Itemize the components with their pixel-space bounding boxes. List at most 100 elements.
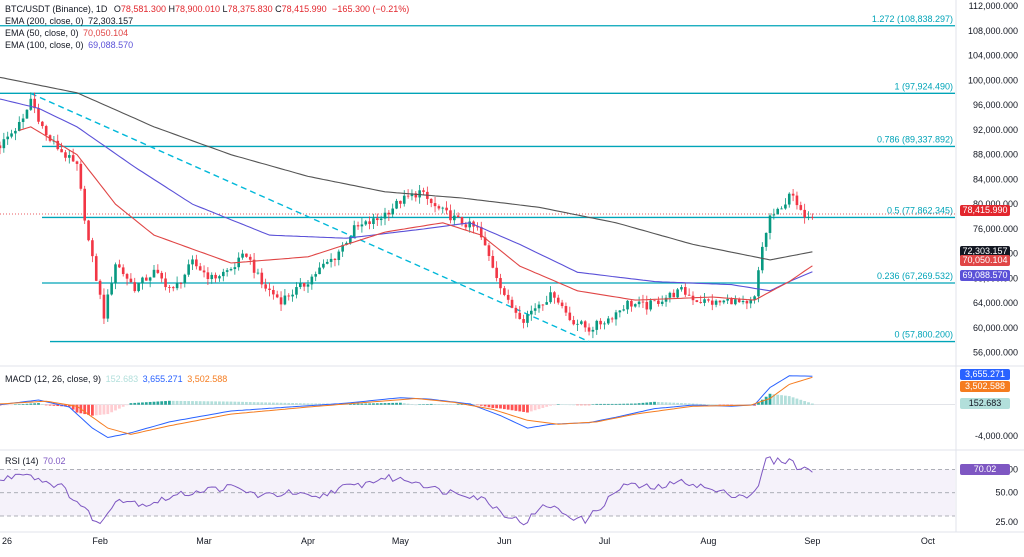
low-value: 78,375.830 [227,4,273,14]
macd-histogram-bar [807,402,810,405]
candle-body [687,294,691,296]
fibonacci-layer[interactable]: 1.272 (108,838.297) 1 (97,924.490) 0.786 (… [0,14,955,343]
price-tick-label: 100,000.000 [968,75,1018,85]
macd-histogram-bar [502,404,506,410]
candle-body [603,323,606,325]
ema200-price-tag: 72,303.157 [960,246,1010,258]
macd-histogram-bar [387,402,391,405]
macd-histogram-tag: 152.683 [960,398,1010,409]
change-value: −165.300 (−0.21%) [332,4,410,14]
candle-body [295,287,298,295]
trendline-layer[interactable] [30,92,590,343]
symbol-title: BTC/USDT (Binance), 1D [5,4,108,14]
candle-body [672,292,676,298]
candle-body [268,288,271,290]
macd-histogram-bar [772,394,776,405]
fib-level-label: 0 (57,800.200) [894,330,953,340]
candle-body [183,274,187,284]
macd-histogram-bar [106,404,110,415]
ema100-legend[interactable]: EMA (100, close, 0) 69,088.570 [5,40,133,51]
macd-histogram-bar [587,404,591,406]
time-tick-label: Sep [804,536,820,546]
candle-body [175,283,179,289]
macd-histogram-bar [245,401,248,405]
macd-histogram-bar [626,403,629,405]
rsi-legend[interactable]: RSI (14) 70.02 [5,456,66,467]
candle-body [337,251,341,261]
macd-histogram-bar [372,403,375,405]
macd-histogram-bar [14,404,17,406]
candle-body [37,108,40,122]
candle-body [610,318,614,320]
macd-histogram-bar [291,403,294,405]
rsi-tick-label: 25.00 [995,517,1018,527]
high-value: 78,900.010 [174,4,221,14]
candle-body [476,226,479,228]
time-tick-label: Feb [92,536,108,546]
price-tick-label: 60,000.000 [973,323,1018,333]
candle-body [260,272,264,285]
candle-body [811,217,814,218]
macd-histogram-bar [391,402,395,405]
macd-histogram-bar [499,404,502,409]
macd-histogram-bar [541,404,545,408]
candle-body [91,240,94,257]
candle-body [318,267,321,275]
macd-histogram-bar [310,403,314,405]
macd-histogram-bar [637,403,641,405]
candle-body [195,259,198,267]
macd-histogram-bar [452,404,456,405]
candle-body [14,130,17,134]
candle-body [264,284,267,289]
ema200-legend[interactable]: EMA (200, close, 0) 72,303.157 [5,16,133,27]
candle-body [422,190,425,192]
macd-histogram-bar [653,401,656,405]
candle-body [360,224,364,227]
macd-histogram-bar [168,400,171,405]
symbol-legend[interactable]: BTC/USDT (Binance), 1D O78,581.300 H78,9… [5,4,409,15]
price-tick-label: 76,000.000 [973,224,1018,234]
macd-signal-line [0,376,813,435]
candle-body [737,299,741,303]
macd-histogram-bar [418,404,422,406]
price-tick-label: 56,000.000 [973,348,1018,358]
candle-body [64,152,67,158]
candle-body [583,321,587,328]
ema50-legend[interactable]: EMA (50, close, 0) 70,050.104 [5,28,128,39]
ema50-value: 70,050.104 [83,28,129,38]
macd-histogram-bar [21,404,25,405]
macd-histogram-bar [287,402,291,405]
time-tick-label: Mar [196,536,212,546]
macd-histogram-bar [564,404,568,406]
macd-histogram-bar [610,403,614,405]
candle-body [71,155,75,162]
macd-histogram-bar [252,402,256,405]
macd-histogram-bar [2,404,6,406]
macd-histogram-bar [556,404,560,405]
candle-body [533,308,537,311]
macd-histogram-bar [25,403,29,405]
macd-histogram-bar [141,402,144,405]
candle-body [160,272,163,279]
macd-histogram-bar [218,401,221,405]
macd-histogram-bar [479,404,483,406]
high-label: H [168,4,175,14]
ema50-line [19,126,813,301]
macd-histogram-bar [460,403,464,405]
time-tick-label: 26 [2,536,12,546]
candle-body [803,209,806,218]
candle-body [537,304,541,309]
candle-body [445,207,448,211]
macd-histogram-bar [606,403,610,405]
macd-layer: -4,000.000 [0,375,1018,441]
macd-legend[interactable]: MACD (12, 26, close, 9) 152.683 3,655.27… [5,374,227,385]
macd-histogram-bar [545,404,549,407]
macd-histogram-bar [17,404,21,405]
candle-body [626,300,629,310]
candle-body [245,253,248,257]
macd-histogram-bar [248,402,252,405]
macd-histogram-bar [529,404,533,412]
candle-body [379,218,383,221]
macd-histogram-bar [352,403,356,405]
